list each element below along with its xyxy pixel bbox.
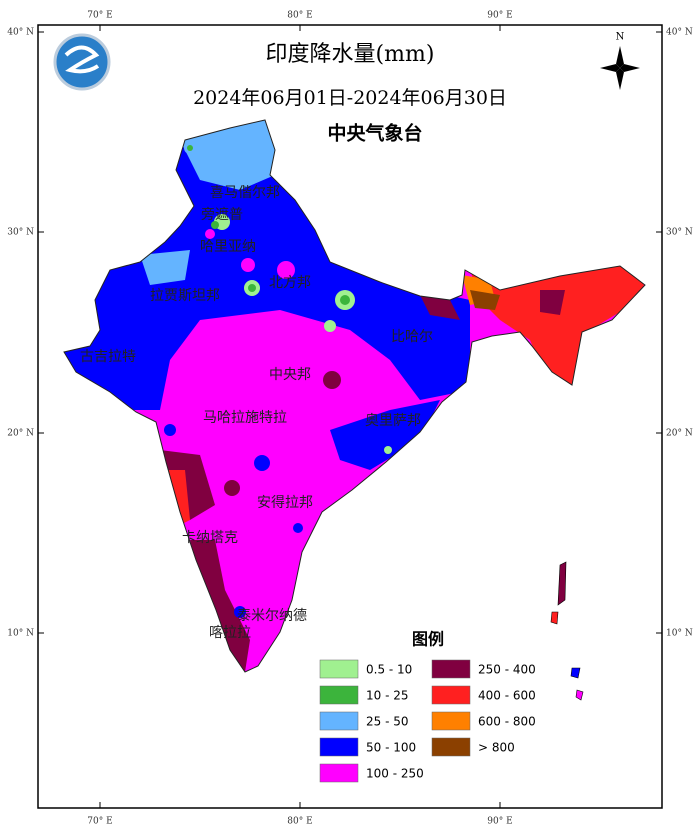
legend-swatch bbox=[319, 685, 359, 705]
lat-label: 10° N bbox=[666, 629, 693, 639]
region-label: 喜马偕尔邦 bbox=[210, 184, 280, 201]
lat-label: 40° N bbox=[666, 28, 693, 38]
lon-label: 70° E bbox=[87, 11, 112, 21]
class-spot bbox=[234, 606, 246, 618]
lon-label: 70° E bbox=[87, 817, 112, 827]
class-area bbox=[470, 290, 500, 310]
legend-label: 50 - 100 bbox=[366, 741, 416, 755]
class-area bbox=[170, 120, 280, 190]
legend-label: 25 - 50 bbox=[366, 715, 409, 729]
lat-label: 10° N bbox=[7, 629, 34, 639]
class-spot bbox=[254, 455, 270, 471]
north-arrow: N bbox=[600, 32, 640, 90]
agency: 中央气象台 bbox=[327, 122, 422, 145]
lat-label: 20° N bbox=[7, 429, 34, 439]
region-label: 中央邦 bbox=[269, 367, 311, 383]
legend-swatch bbox=[319, 711, 359, 731]
island bbox=[550, 611, 559, 625]
legend-label: 0.5 - 10 bbox=[366, 663, 412, 677]
legend-label: 10 - 25 bbox=[366, 689, 409, 703]
lon-label: 80° E bbox=[287, 817, 312, 827]
region-label: 北方邦 bbox=[269, 275, 311, 291]
region-label: 奥里萨邦 bbox=[365, 412, 421, 429]
legend-label: > 800 bbox=[478, 741, 515, 755]
legend-label: 250 - 400 bbox=[478, 663, 536, 677]
class-spot bbox=[241, 258, 255, 272]
lon-label: 80° E bbox=[287, 11, 312, 21]
island bbox=[575, 689, 584, 701]
svg-text:N: N bbox=[616, 32, 625, 43]
region-label: 安得拉邦 bbox=[257, 494, 313, 511]
class-spot bbox=[293, 523, 303, 533]
class-spot bbox=[205, 229, 215, 239]
class-spot bbox=[187, 145, 193, 151]
legend-label: 400 - 600 bbox=[478, 689, 536, 703]
class-area bbox=[420, 295, 460, 320]
region-label: 喀拉拉 bbox=[209, 625, 251, 641]
legend-swatch bbox=[319, 763, 359, 783]
region-label: 卡纳塔克 bbox=[182, 530, 238, 546]
class-area bbox=[470, 260, 645, 390]
region-label: 拉贾斯坦邦 bbox=[150, 288, 220, 304]
class-spot bbox=[370, 442, 386, 458]
class-area bbox=[190, 540, 250, 672]
class-spot bbox=[323, 371, 341, 389]
legend-label: 600 - 800 bbox=[478, 715, 536, 729]
class-spot bbox=[224, 480, 240, 496]
lat-label: 40° N bbox=[7, 28, 34, 38]
island bbox=[570, 667, 581, 679]
class-spot bbox=[164, 424, 176, 436]
class-spot bbox=[324, 320, 336, 332]
legend-swatch bbox=[319, 659, 359, 679]
lat-label: 20° N bbox=[666, 429, 693, 439]
lon-label: 90° E bbox=[487, 11, 512, 21]
class-spot bbox=[248, 284, 256, 292]
region-label: 比哈尔 bbox=[391, 329, 433, 345]
class-area bbox=[540, 290, 565, 315]
title: 印度降水量(mm) bbox=[266, 42, 435, 67]
lon-label: 90° E bbox=[487, 817, 512, 827]
subtitle: 2024年06月01日-2024年06月30日 bbox=[193, 87, 507, 109]
lat-label: 30° N bbox=[7, 228, 34, 238]
legend-swatch bbox=[431, 659, 471, 679]
region-label: 哈里亚纳 bbox=[200, 239, 256, 255]
region-label: 古吉拉特 bbox=[80, 349, 136, 365]
class-spot bbox=[340, 295, 350, 305]
lat-label: 30° N bbox=[666, 228, 693, 238]
class-area bbox=[330, 400, 440, 470]
legend-swatch bbox=[431, 711, 471, 731]
class-spot bbox=[211, 221, 219, 229]
class-area bbox=[140, 250, 190, 285]
islands bbox=[550, 561, 584, 701]
region-label: 泰米尔纳德 bbox=[237, 608, 307, 624]
legend-swatch bbox=[431, 737, 471, 757]
map-frame bbox=[37, 24, 663, 809]
legend-label: 100 - 250 bbox=[366, 767, 424, 781]
legend-swatch bbox=[431, 685, 471, 705]
legend-title: 图例 bbox=[412, 630, 444, 649]
island bbox=[557, 561, 567, 606]
region-label: 旁遮普 bbox=[201, 206, 243, 223]
logo bbox=[53, 33, 111, 91]
class-spot bbox=[277, 261, 295, 279]
region-label: 马哈拉施特拉 bbox=[203, 410, 287, 426]
class-spot bbox=[384, 446, 392, 454]
legend-swatch bbox=[319, 737, 359, 757]
